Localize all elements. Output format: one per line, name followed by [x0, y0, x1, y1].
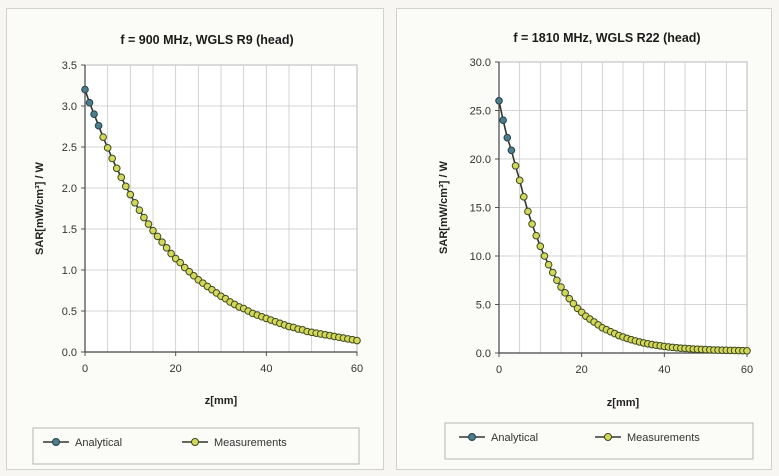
y-tick-label: 5.0 [476, 300, 491, 312]
x-axis-label: z[mm] [205, 395, 238, 407]
measurement-point [103, 144, 112, 152]
measurement-point [158, 238, 166, 246]
y-tick-label: 3.0 [62, 101, 77, 113]
y-tick-label: 3.5 [62, 60, 77, 72]
x-tick-label: 60 [351, 363, 363, 375]
y-tick-label: 20.0 [470, 154, 491, 166]
measurement-point [557, 283, 565, 291]
legend-measurements-label: Measurements [627, 432, 700, 444]
legend-measurements-marker [191, 438, 199, 446]
measurement-point [112, 164, 121, 173]
legend-analytical-label: Analytical [75, 437, 122, 449]
measurement-point [176, 258, 184, 267]
analytical-point [90, 110, 98, 118]
measurement-point [99, 133, 107, 141]
chart-title: f = 1810 MHz, WGLS R22 (head) [513, 31, 700, 45]
measurement-point [511, 161, 520, 170]
y-tick-label: 2.5 [62, 142, 77, 154]
measurement-point [131, 198, 139, 207]
y-axis-label: SAR[mW/cm³] / W [438, 160, 450, 254]
y-axis-label: SAR[mW/cm³] / W [34, 161, 46, 255]
y-tick-label: 0.5 [62, 306, 77, 318]
legend-box [32, 427, 360, 465]
legend-analytical-label: Analytical [491, 432, 538, 444]
measurement-point [162, 244, 171, 252]
measurement-point [353, 336, 361, 345]
measurement-point [536, 242, 545, 251]
measurement-point [569, 299, 578, 308]
y-tick-label: 0.0 [476, 348, 491, 360]
chart-svg-900mhz: 0.0 0.5 1.0 1.5 2.0 2.5 3.0 3.5 0 20 40 60 f = 900 M… [32, 33, 363, 465]
measurement-point [149, 226, 157, 235]
x-tick-label: 0 [82, 363, 88, 375]
y-tick-label: 25.0 [470, 106, 491, 118]
measurement-point [153, 232, 162, 241]
measurement-point [540, 252, 549, 260]
measurement-point [122, 182, 130, 191]
analytical-point [85, 98, 94, 107]
measurement-point [167, 249, 175, 258]
analytical-point [495, 97, 503, 105]
measurement-point [515, 176, 524, 185]
y-tick-label: 1.5 [62, 224, 77, 236]
analytical-point [503, 133, 512, 142]
y-tick-label: 10.0 [470, 251, 491, 263]
y-tick-label: 30.0 [470, 57, 491, 69]
legend-analytical-marker [52, 438, 60, 446]
analytical-point [94, 121, 103, 130]
analytical-point [499, 116, 507, 124]
x-tick-label: 20 [576, 364, 588, 376]
y-tick-label: 0.0 [62, 347, 77, 359]
measurement-point [144, 220, 153, 228]
measurement-point [743, 346, 751, 355]
x-axis-label: z[mm] [607, 397, 640, 409]
x-tick-label: 20 [170, 363, 182, 375]
y-tick-label: 1.0 [62, 265, 77, 277]
legend-box [444, 422, 754, 460]
measurement-point [126, 190, 135, 199]
measurement-point [108, 154, 116, 163]
chart-title: f = 900 MHz, WGLS R9 (head) [120, 33, 293, 47]
analytical-point [81, 85, 89, 94]
x-tick-label: 60 [741, 364, 753, 376]
measurement-point [135, 206, 144, 214]
x-tick-label: 0 [496, 364, 502, 376]
measurement-point [544, 260, 553, 269]
measurement-point [565, 294, 574, 303]
measurement-point [528, 220, 536, 228]
x-tick-label: 40 [658, 364, 670, 376]
measurement-point [117, 173, 126, 182]
measurement-point [520, 193, 528, 201]
measurement-point [561, 289, 569, 297]
analytical-point [507, 146, 516, 155]
chart-panel-900mhz: 0.0 0.5 1.0 1.5 2.0 2.5 3.0 3.5 0 20 40 60 f = 900 M… [6, 8, 384, 470]
measurement-point [532, 231, 540, 240]
measurement-point [548, 268, 557, 277]
legend-measurements-marker [604, 433, 612, 441]
chart-panel-1810mhz: 0.0 5.0 10.0 15.0 20.0 25.0 30.0 0 20 40 60 f = 181… [396, 8, 772, 470]
y-tick-label: 15.0 [470, 203, 491, 215]
chart-svg-1810mhz: 0.0 5.0 10.0 15.0 20.0 25.0 30.0 0 20 40 60 f = 181… [438, 31, 754, 460]
legend-analytical-marker [468, 433, 476, 441]
measurement-point [553, 276, 561, 285]
legend-measurements-label: Measurements [214, 437, 287, 449]
y-tick-label: 2.0 [62, 183, 77, 195]
measurement-point [140, 213, 148, 222]
x-tick-label: 40 [260, 363, 272, 375]
measurement-point [524, 207, 532, 216]
